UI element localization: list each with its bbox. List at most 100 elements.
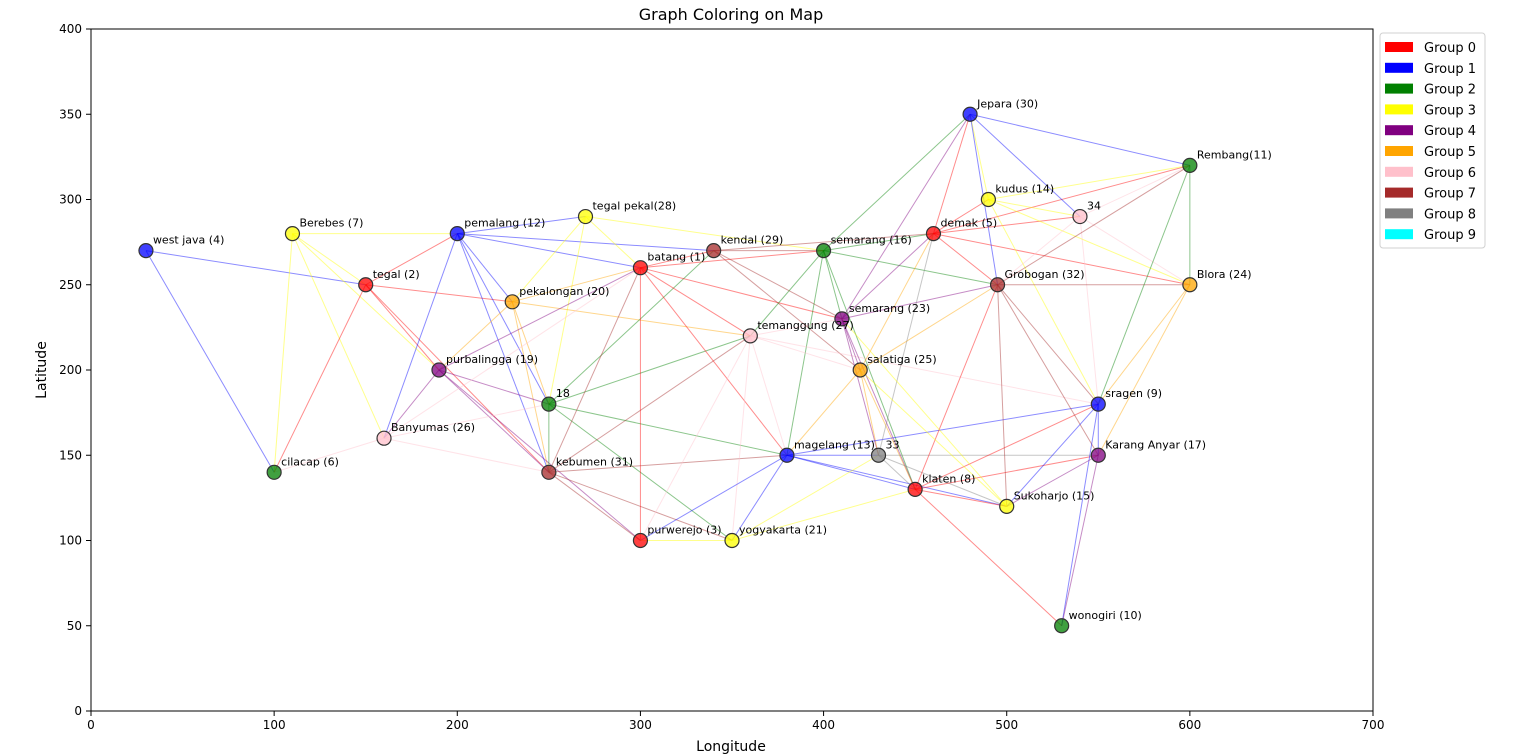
node-n30 xyxy=(962,106,978,122)
legend-label-group-3: Group 3 xyxy=(1424,103,1476,118)
node-n14 xyxy=(980,191,997,208)
node-label-n2: tegal (2) xyxy=(373,268,420,281)
node-label-n15: Sukoharjo (15) xyxy=(1014,489,1095,502)
node-n23 xyxy=(834,311,850,327)
y-tick-label: 250 xyxy=(59,278,82,292)
edge-n32-n15 xyxy=(997,284,1008,507)
edge-n9-n15 xyxy=(1006,403,1099,507)
edge-n17-n15 xyxy=(1006,454,1099,507)
edge-n16-n8 xyxy=(823,250,916,490)
legend-swatch-group-2 xyxy=(1385,83,1413,94)
node-n1 xyxy=(632,260,649,276)
edge-n30-n11 xyxy=(969,113,1190,166)
edge-n31-n21 xyxy=(548,471,733,541)
node-n17 xyxy=(1090,447,1106,463)
node-label-n6: cilacap (6) xyxy=(281,455,339,468)
edges-layer xyxy=(145,113,1191,627)
edge-n17-n10 xyxy=(1061,455,1099,626)
edge-n13-n9 xyxy=(786,403,1099,456)
node-n27 xyxy=(742,328,758,344)
node-n21 xyxy=(724,532,740,549)
node-label-n17: Karang Anyar (17) xyxy=(1105,438,1206,451)
node-labels-layer: batang (1) tegal (2) purwerejo (3) west jav… xyxy=(153,97,1272,622)
legend-swatch-group-9 xyxy=(1385,229,1413,240)
node-label-n4: west java (4) xyxy=(153,234,224,247)
edge-n25-n13 xyxy=(786,369,861,456)
node-label-n19: purbalingga (19) xyxy=(446,353,538,366)
x-tick-label: 400 xyxy=(812,718,835,732)
edge-n12-n26 xyxy=(383,233,458,439)
edge-n21-n33 xyxy=(731,454,879,541)
edge-n25-n32 xyxy=(859,284,998,371)
y-tick-label: 200 xyxy=(59,363,82,377)
node-label-n24: Blora (24) xyxy=(1197,268,1252,281)
edge-n13-n21 xyxy=(731,454,788,541)
edge-n20-n1 xyxy=(512,267,641,303)
edge-n5-n11 xyxy=(933,164,1190,235)
node-label-n16: semarang (16) xyxy=(831,234,912,247)
y-axis-label: Latitude xyxy=(34,341,50,399)
node-n24 xyxy=(1182,277,1198,293)
edge-n1-n27 xyxy=(640,267,751,337)
edge-n13-n15 xyxy=(786,454,1007,507)
node-n29 xyxy=(706,243,722,259)
edge-n34-n32 xyxy=(997,216,1081,286)
legend-label-group-5: Group 5 xyxy=(1424,145,1476,160)
node-n10 xyxy=(1054,618,1070,634)
y-tick-label: 150 xyxy=(59,448,82,462)
edge-n2-n20 xyxy=(365,284,513,303)
x-tick-label: 0 xyxy=(87,718,95,732)
edge-n18-n13 xyxy=(548,403,788,456)
node-label-n3: purwerejo (3) xyxy=(647,524,721,537)
edge-n12-n29 xyxy=(457,233,714,252)
edge-n20-n31 xyxy=(511,301,550,473)
edge-n28-n18 xyxy=(548,216,586,405)
edge-n8-n32 xyxy=(914,284,999,490)
edge-n32-n11 xyxy=(997,164,1191,286)
node-label-n27: temanggung (27) xyxy=(757,319,853,332)
node-label-n1: batang (1) xyxy=(647,251,705,264)
edge-n7-n19 xyxy=(292,233,440,371)
node-n32 xyxy=(989,277,1006,293)
node-n33 xyxy=(870,447,887,463)
node-n34 xyxy=(1072,208,1088,225)
edge-n30-n34 xyxy=(969,113,1081,217)
edge-n8-n9 xyxy=(914,403,1099,490)
edge-n5-n14 xyxy=(933,199,989,235)
legend-swatch-group-8 xyxy=(1385,208,1413,219)
edge-n33-n15 xyxy=(878,454,1007,507)
edge-n27-n23 xyxy=(750,318,842,337)
node-n11 xyxy=(1182,157,1198,173)
edge-n18-n29 xyxy=(548,250,715,405)
edge-n23-n25 xyxy=(841,318,861,371)
node-n20 xyxy=(504,294,520,310)
edge-n16-n13 xyxy=(786,250,825,456)
edge-n8-n10 xyxy=(914,488,1062,627)
edge-n23-n33 xyxy=(841,318,879,456)
legend-label-group-2: Group 2 xyxy=(1424,83,1476,98)
x-tick-label: 700 xyxy=(1362,718,1385,732)
node-label-n23: semarang (23) xyxy=(849,302,930,315)
edge-n2-n31 xyxy=(365,284,550,473)
edge-n8-n17 xyxy=(915,454,1099,490)
edge-n29-n23 xyxy=(713,250,843,320)
edge-n28-n1 xyxy=(585,216,641,269)
node-n25 xyxy=(852,362,868,378)
edge-n16-n32 xyxy=(823,250,998,286)
node-n6 xyxy=(266,464,282,480)
edge-n19-n31 xyxy=(438,369,550,473)
edge-n5-n30 xyxy=(932,114,971,234)
edge-n16-n5 xyxy=(823,233,934,252)
edge-n23-n5 xyxy=(841,233,934,320)
node-label-n26: Banyumas (26) xyxy=(391,421,475,434)
edge-n11-n9 xyxy=(1097,165,1191,405)
node-label-n29: kendal (29) xyxy=(721,234,784,247)
edge-n31-n27 xyxy=(548,335,751,473)
edge-n14-n11 xyxy=(988,164,1190,200)
edge-n19-n26 xyxy=(383,369,440,439)
x-axis-label: Longitude xyxy=(696,739,766,754)
edge-n1-n13 xyxy=(640,267,788,456)
legend-swatch-group-4 xyxy=(1385,125,1413,136)
node-n12 xyxy=(449,226,465,242)
